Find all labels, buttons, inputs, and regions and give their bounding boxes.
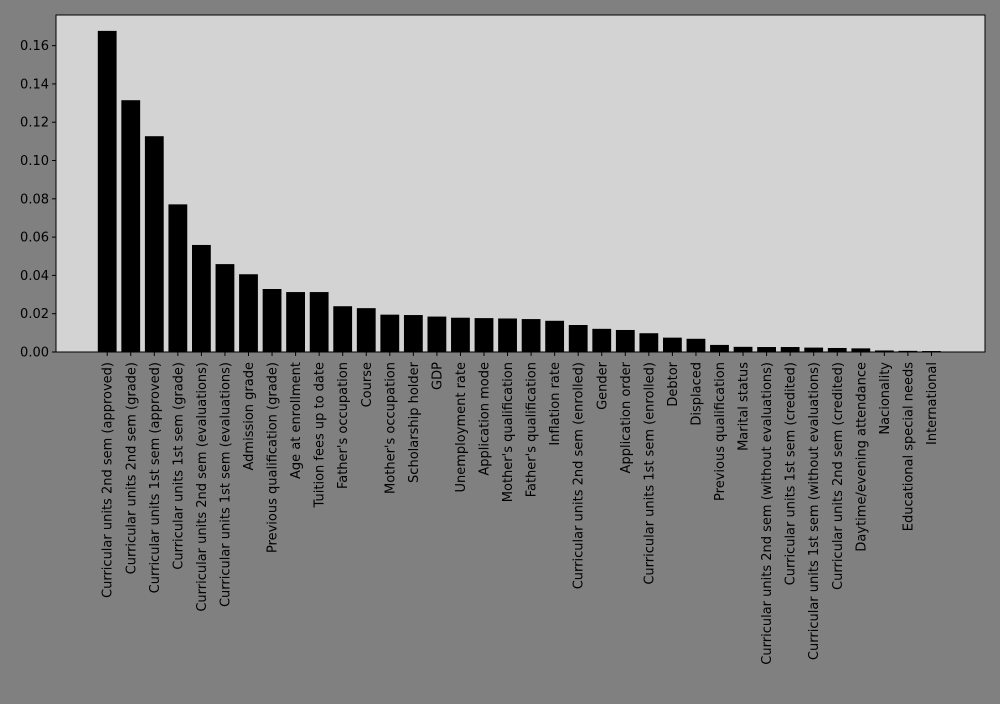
y-tick-label: 0.16 (20, 39, 49, 54)
x-tick-label: Father's occupation (336, 362, 351, 489)
x-axis: Curricular units 2nd sem (approved) Curri… (101, 352, 940, 665)
bar (710, 344, 729, 352)
x-tick-label: Curricular units 2nd sem (approved) (101, 362, 116, 598)
bar (427, 316, 447, 352)
y-tick-label: 0.06 (20, 231, 49, 246)
bar (356, 308, 376, 352)
y-tick-label: 0.12 (20, 116, 49, 131)
y-tick-label: 0.02 (20, 307, 49, 322)
bar (262, 289, 282, 352)
x-tick-label: Curricular units 2nd sem (without evalua… (760, 362, 775, 665)
bar (192, 244, 211, 352)
bar (757, 347, 776, 352)
x-tick-label: Tuition fees up to date (313, 362, 328, 508)
bar (545, 320, 565, 352)
bar (780, 347, 800, 352)
bar (663, 337, 682, 352)
x-tick-label: Curricular units 2nd sem (evaluations) (195, 362, 210, 612)
bar (451, 317, 470, 352)
y-tick-label: 0.10 (20, 154, 49, 169)
y-tick-label: 0.00 (20, 346, 49, 361)
x-tick-label: Curricular units 1st sem (credited) (784, 362, 799, 585)
x-tick-label: Application mode (478, 362, 493, 476)
y-tick-label: 0.08 (20, 192, 49, 207)
x-tick-label: Scholarship holder (407, 361, 422, 483)
bar (380, 314, 400, 352)
bar (144, 136, 164, 352)
x-tick-label: Mother's qualification (501, 362, 516, 502)
x-tick-label: Daytime/evening attendance (854, 362, 869, 552)
plot-area (56, 15, 985, 352)
bar (851, 348, 871, 352)
bar (215, 264, 235, 352)
x-tick-label: Curricular units 1st sem (approved) (148, 362, 163, 593)
x-tick-label: International (925, 362, 940, 445)
bars (97, 30, 941, 353)
bar (898, 350, 918, 352)
y-tick-label: 0.14 (20, 77, 49, 92)
y-tick-label: 0.04 (20, 269, 49, 284)
x-tick-label: Displaced (689, 362, 704, 426)
bar (686, 338, 706, 352)
bar (403, 315, 423, 352)
x-tick-label: Curricular units 1st sem (without evalua… (807, 362, 822, 660)
bar (592, 328, 612, 352)
bar (568, 325, 588, 352)
x-tick-label: Father's qualification (525, 362, 540, 497)
x-tick-label: Nacionality (878, 362, 893, 435)
x-tick-label: Educational special needs (901, 362, 916, 531)
x-tick-label: Curricular units 1st sem (grade) (171, 362, 186, 570)
x-tick-label: Curricular units 1st sem (evaluations) (218, 362, 233, 607)
x-tick-label: Gender (595, 361, 610, 410)
plot-frame (55, 14, 986, 353)
bar (121, 100, 141, 353)
bar (521, 319, 541, 352)
x-tick-label: GDP (430, 362, 445, 390)
bar (615, 329, 635, 352)
x-tick-label: Unemployment rate (454, 362, 469, 492)
x-tick-label: Curricular units 2nd sem (credited) (831, 362, 846, 590)
x-tick-label: Course (360, 362, 375, 407)
x-tick-label: Age at enrollment (289, 362, 304, 479)
x-tick-label: Previous qualification (grade) (266, 362, 281, 553)
bar (474, 318, 494, 352)
x-tick-label: Debtor (666, 361, 681, 406)
bar (168, 204, 188, 352)
x-tick-label: Curricular units 2nd sem (grade) (124, 362, 139, 574)
x-tick-label: Marital status (737, 362, 752, 451)
bar (239, 274, 258, 352)
x-tick-label: Previous qualification (713, 362, 728, 501)
bar (498, 318, 517, 352)
bar (827, 347, 847, 352)
bar (804, 347, 824, 352)
x-tick-label: Mother's occupation (383, 362, 398, 494)
x-tick-label: Admission grade (242, 362, 257, 471)
y-axis: 0.00 0.02 0.04 0.06 0.08 0.10 0.12 0.14 0.16 (20, 39, 56, 361)
x-tick-label: Application order (619, 361, 634, 473)
x-tick-label: Curricular units 2nd sem (enrolled) (572, 362, 587, 589)
bar (639, 333, 659, 352)
x-tick-label: Inflation rate (548, 362, 563, 446)
bar (286, 292, 305, 352)
bar (309, 292, 329, 352)
x-tick-label: Curricular units 1st sem (enrolled) (642, 362, 657, 585)
bar (97, 30, 117, 352)
bar (333, 306, 353, 352)
bar (874, 350, 894, 352)
bar (733, 346, 753, 352)
